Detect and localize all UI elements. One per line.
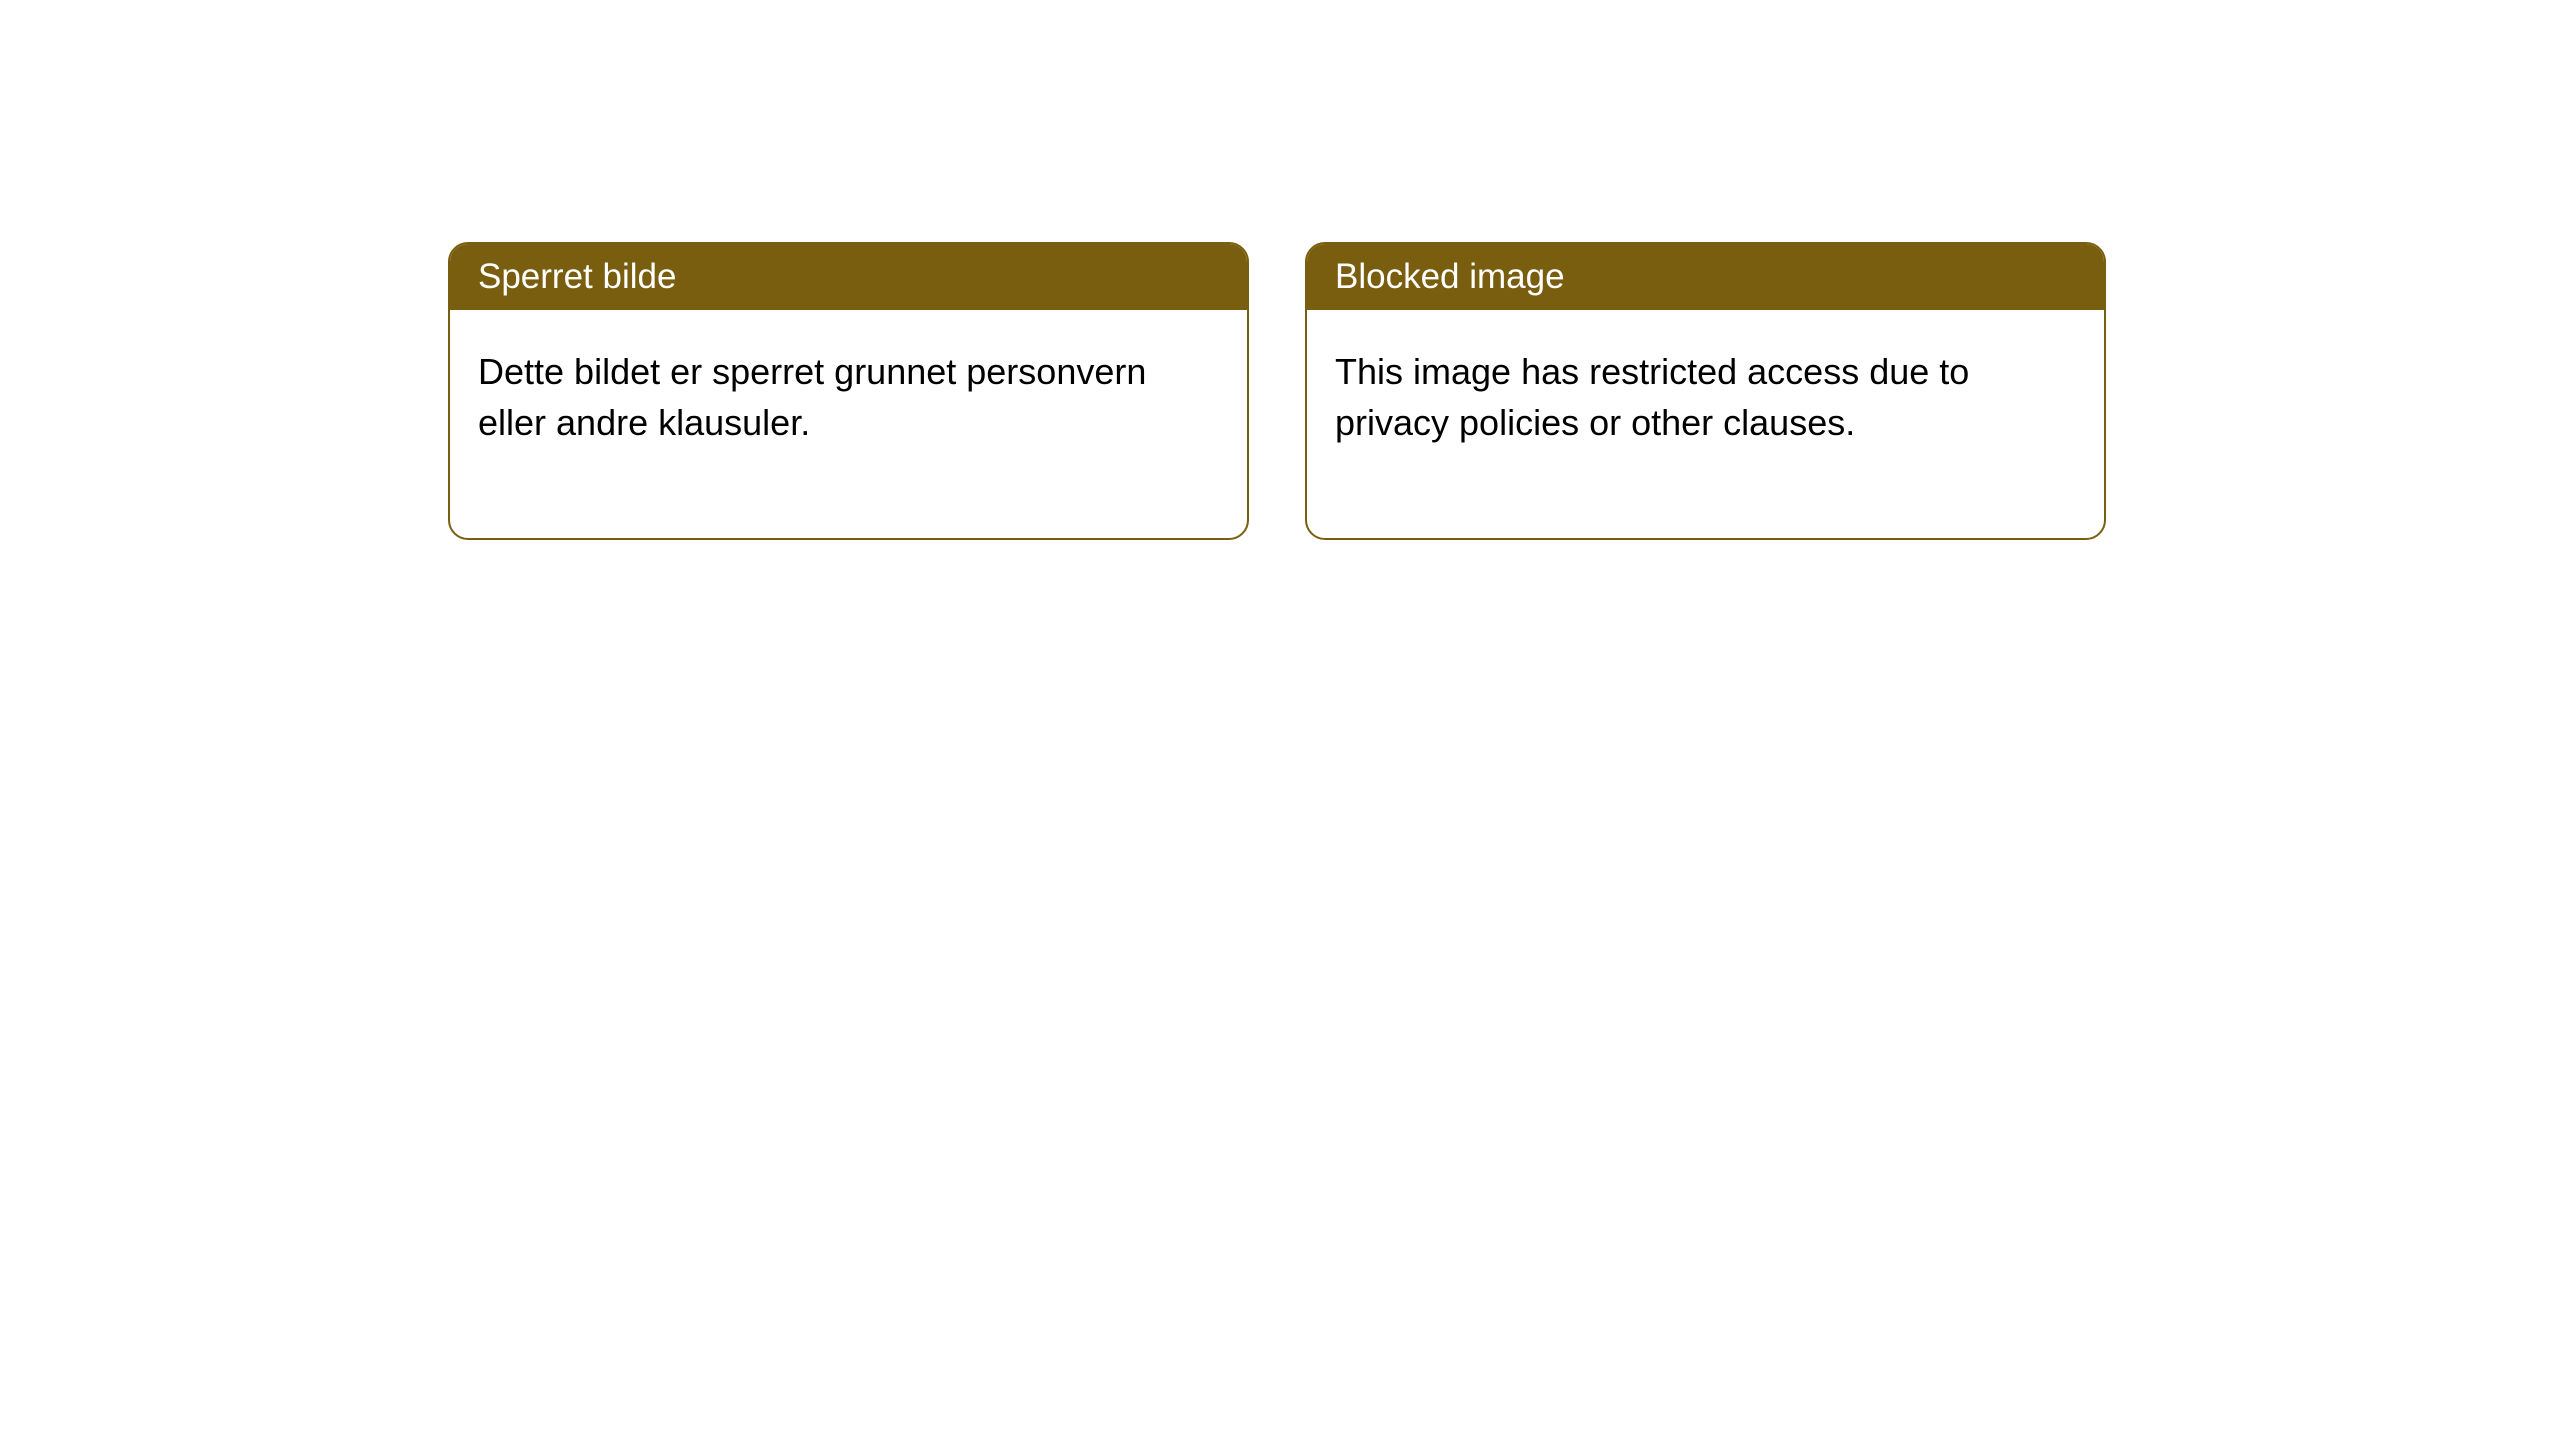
notice-container: Sperret bilde Dette bildet er sperret gr… (448, 242, 2106, 540)
card-header-norwegian: Sperret bilde (450, 244, 1247, 310)
notice-card-english: Blocked image This image has restricted … (1305, 242, 2106, 540)
notice-card-norwegian: Sperret bilde Dette bildet er sperret gr… (448, 242, 1249, 540)
card-body-norwegian: Dette bildet er sperret grunnet personve… (450, 310, 1247, 538)
card-body-english: This image has restricted access due to … (1307, 310, 2104, 538)
card-header-english: Blocked image (1307, 244, 2104, 310)
